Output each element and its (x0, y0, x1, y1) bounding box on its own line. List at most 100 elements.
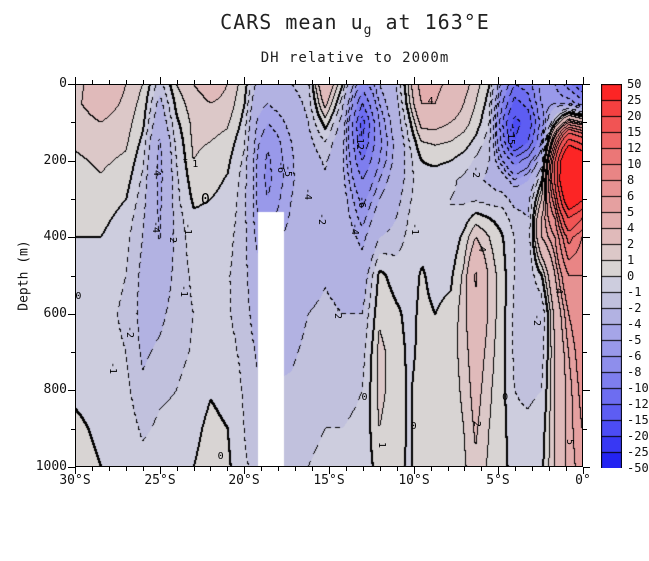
x-tick (583, 77, 584, 84)
colorbar-label: 2 (627, 237, 635, 251)
colorbar-label: -15 (627, 413, 649, 427)
contour-label: -4 (151, 164, 163, 177)
x-tick (448, 467, 449, 471)
colorbar-label: -12 (627, 397, 649, 411)
contour-label: -4 (349, 223, 361, 236)
contour-label: -2 (124, 325, 136, 338)
x-tick (566, 80, 567, 84)
y-tick (68, 84, 75, 85)
x-tick (498, 77, 499, 84)
y-tick (583, 122, 587, 123)
y-tick (71, 199, 75, 200)
x-tick (177, 80, 178, 84)
title-suffix: at 163°E (372, 10, 490, 34)
x-tick (312, 80, 313, 84)
x-tick (515, 467, 516, 471)
contour-label: -2 (166, 231, 178, 244)
x-tick (346, 467, 347, 471)
colorbar-label: 4 (627, 221, 635, 235)
contour-label: -6 (356, 195, 368, 208)
x-tick (295, 80, 296, 84)
y-tick (583, 199, 587, 200)
x-tick-label: 0° (575, 473, 591, 488)
y-tick (583, 314, 590, 315)
colorbar-label: -10 (627, 381, 649, 395)
x-tick (295, 467, 296, 471)
y-tick-label: 600 (43, 306, 67, 321)
colorbar-label: 12 (627, 141, 642, 155)
x-tick (549, 80, 550, 84)
x-tick (481, 467, 482, 471)
contour-label: -2 (469, 166, 481, 179)
x-tick (278, 467, 279, 471)
contour-label: -1 (408, 223, 420, 236)
contour-label: 4 (427, 96, 434, 107)
x-tick (278, 80, 279, 84)
y-tick-label: 400 (43, 229, 67, 244)
y-tick (71, 276, 75, 277)
plot-frame (75, 84, 583, 467)
x-tick (126, 467, 127, 471)
x-tick (109, 467, 110, 471)
x-tick (92, 80, 93, 84)
colorbar-label: -6 (627, 349, 642, 363)
contour-field-canvas (75, 84, 583, 467)
contour-label: -1 (181, 222, 193, 235)
contour-label: -5 (281, 165, 293, 178)
x-tick (194, 467, 195, 471)
x-tick (126, 80, 127, 84)
x-tick (498, 467, 499, 474)
title-prefix: CARS mean u (220, 10, 364, 34)
y-tick (583, 467, 590, 468)
colorbar-label: 15 (627, 125, 642, 139)
contour-label: 0 (217, 451, 224, 463)
colorbar-label: 20 (627, 109, 642, 123)
x-tick-label: 15°S (313, 473, 345, 488)
contour-label: 5 (564, 439, 576, 446)
x-tick (244, 467, 245, 474)
y-tick (71, 429, 75, 430)
contour-label: -1 (107, 362, 119, 375)
x-tick (414, 77, 415, 84)
x-tick (227, 467, 228, 471)
x-tick (380, 80, 381, 84)
x-tick (109, 80, 110, 84)
x-tick (227, 80, 228, 84)
y-tick (68, 390, 75, 391)
chart-title: CARS mean ug at 163°E (60, 10, 649, 38)
contour-label: 2 (471, 421, 483, 428)
y-tick (68, 237, 75, 238)
x-tick (143, 467, 144, 471)
x-tick (549, 467, 550, 471)
x-tick (329, 77, 330, 84)
y-tick (68, 314, 75, 315)
contour-label: 0 (502, 392, 509, 404)
x-tick (75, 77, 76, 84)
x-tick (177, 467, 178, 471)
x-tick (261, 80, 262, 84)
x-tick (92, 467, 93, 471)
contour-label: -12 (354, 132, 366, 151)
colorbar-label: -1 (627, 285, 642, 299)
x-tick (363, 80, 364, 84)
x-tick-label: 30°S (59, 473, 91, 488)
contour-label: -2 (315, 212, 327, 225)
x-tick (210, 80, 211, 84)
colorbar-label: -50 (627, 461, 649, 475)
contour-label: -2 (332, 307, 344, 320)
y-tick-label: 800 (43, 382, 67, 397)
contour-label: -15 (505, 127, 517, 146)
colorbar-label: -20 (627, 429, 649, 443)
y-tick (68, 161, 75, 162)
x-tick (143, 80, 144, 84)
y-tick (583, 276, 587, 277)
y-tick (583, 161, 590, 162)
contour-label: -4 (301, 187, 313, 200)
x-tick (312, 467, 313, 471)
colorbar-label: 8 (627, 173, 635, 187)
x-tick (329, 467, 330, 474)
x-tick (448, 80, 449, 84)
chart-subtitle: DH relative to 2000m (260, 50, 450, 66)
x-tick (194, 80, 195, 84)
